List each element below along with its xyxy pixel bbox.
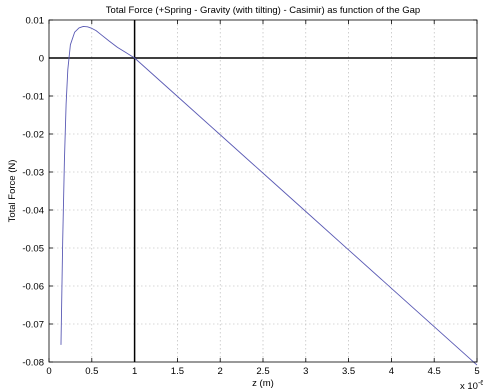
x-tick-label: 3 <box>303 366 308 377</box>
x-axis-multiplier-base: x 10 <box>460 381 478 392</box>
y-tick-label: -0.06 <box>22 282 44 293</box>
series-layer <box>60 26 478 366</box>
y-tick-label: -0.02 <box>22 130 44 141</box>
total-force-curve <box>60 26 478 366</box>
x-tick-label: 0.5 <box>85 366 98 377</box>
reference-lines <box>49 20 477 362</box>
y-axis-label: Total Force (N) <box>7 160 18 223</box>
x-tick-label: 1 <box>132 366 137 377</box>
x-tick-label: 2.5 <box>256 366 269 377</box>
y-tick-label: -0.08 <box>22 358 44 369</box>
y-tick-label: -0.05 <box>22 244 44 255</box>
x-tick-label: 1.5 <box>171 366 184 377</box>
y-tick-label: -0.07 <box>22 320 44 331</box>
x-tick-label: 4.5 <box>428 366 441 377</box>
x-axis-multiplier: x 10-6 <box>460 380 483 392</box>
x-tick-label: 0 <box>46 366 51 377</box>
tick-layer: 0 0.5 1 1.5 2 2.5 3 3.5 4 4.5 5 0.01 0 -0.01 -0.02 -0.0… <box>22 16 479 378</box>
x-axis-multiplier-exponent: -6 <box>478 380 483 387</box>
x-tick-label: 3.5 <box>342 366 355 377</box>
y-tick-label: -0.03 <box>22 168 44 179</box>
y-tick-label: -0.04 <box>22 206 44 217</box>
grid-layer <box>49 20 477 362</box>
chart-title: Total Force (+Spring - Gravity (with til… <box>106 5 420 16</box>
x-axis-label: z (m) <box>252 378 274 389</box>
x-tick-label: 2 <box>218 366 223 377</box>
x-tick-label: 4 <box>389 366 394 377</box>
y-tick-label: 0 <box>39 54 44 65</box>
x-tick-label: 5 <box>474 366 479 377</box>
plot-area-frame <box>48 19 478 363</box>
y-tick-label: 0.01 <box>26 16 45 27</box>
y-tick-label: -0.01 <box>22 92 44 103</box>
